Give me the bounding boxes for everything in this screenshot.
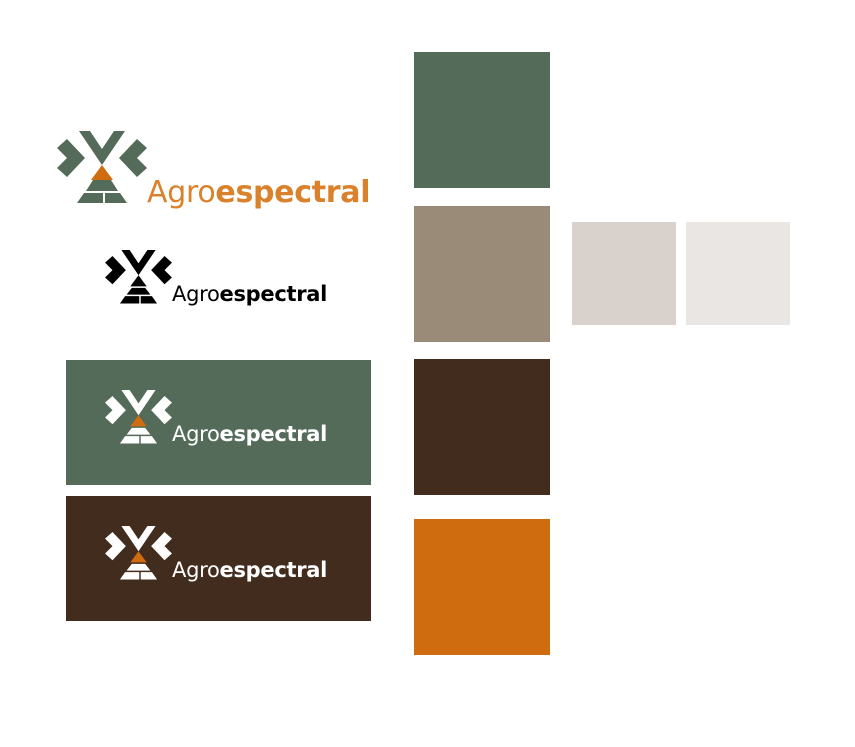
logo-wordmark: Agroespectral bbox=[172, 422, 327, 446]
wordmark-part-1: Agro bbox=[147, 175, 216, 210]
swatch-off-white bbox=[686, 222, 790, 325]
wordmark-part-1: Agro bbox=[172, 282, 220, 306]
wordmark-part-2: espectral bbox=[219, 558, 328, 582]
logo-panel-brown: Agroespectral bbox=[66, 496, 371, 621]
logo-mark-icon bbox=[105, 390, 172, 444]
logo-panel-green: Agroespectral bbox=[66, 360, 371, 485]
swatch-taupe bbox=[414, 206, 550, 342]
logo-wordmark: Agroespectral bbox=[147, 175, 370, 210]
swatch-light-taupe bbox=[572, 222, 676, 325]
wordmark-part-2: espectral bbox=[219, 422, 328, 446]
logo-wordmark: Agroespectral bbox=[172, 282, 327, 306]
wordmark-part-2: espectral bbox=[215, 175, 371, 210]
wordmark-part-1: Agro bbox=[172, 422, 220, 446]
swatch-green bbox=[414, 52, 550, 188]
logo-mark-icon bbox=[105, 526, 172, 580]
logo-wordmark: Agroespectral bbox=[172, 558, 327, 582]
wordmark-part-2: espectral bbox=[219, 282, 328, 306]
wordmark-part-1: Agro bbox=[172, 558, 220, 582]
logo-mark-icon bbox=[57, 131, 147, 203]
logo-mark-icon bbox=[105, 250, 172, 304]
swatch-brown bbox=[414, 359, 550, 495]
swatch-orange bbox=[414, 519, 550, 655]
